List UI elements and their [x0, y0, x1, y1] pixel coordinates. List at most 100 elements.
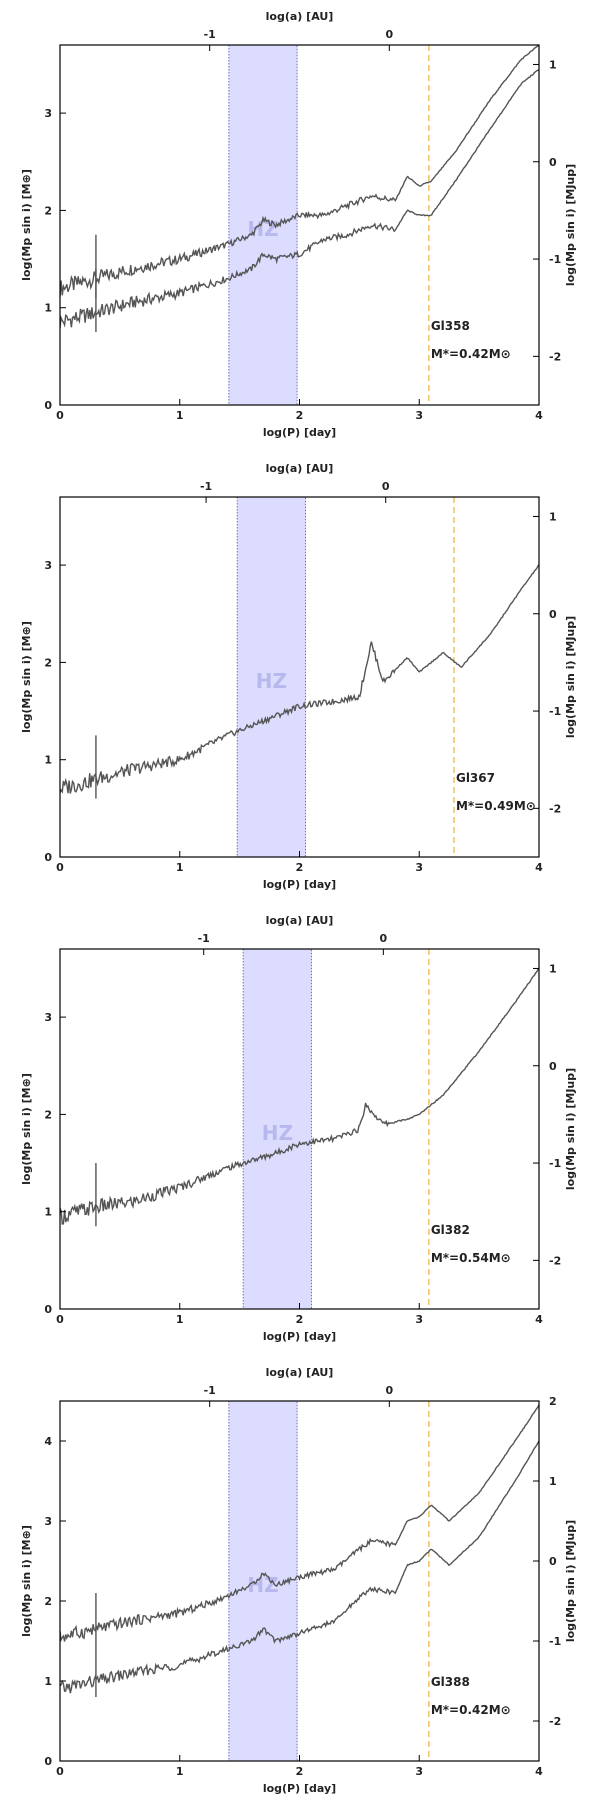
chart-panel-gl388: HZ 0 1 2 3 4 log(P) [day] 0 1 2 3 4 log(Mp sin i) [M…: [0, 1356, 600, 1806]
y-tick-label: 1: [44, 1675, 52, 1688]
top-tick-label: 0: [379, 932, 387, 945]
top-axis-label: log(a) [AU]: [266, 914, 334, 927]
x-tick-label: 1: [176, 861, 184, 874]
right-tick-label: -1: [549, 1635, 561, 1648]
x-tick-label: 3: [415, 1765, 423, 1778]
y-tick-label: 3: [44, 107, 52, 120]
stellar-mass-label: M*=0.42M⊙: [431, 1703, 511, 1717]
right-tick-label: -1: [549, 253, 561, 266]
right-tick-label: -2: [549, 802, 561, 815]
top-tick-label: -1: [204, 1384, 216, 1397]
right-tick-label: 1: [549, 1475, 557, 1488]
series-line-detection-threshold: [60, 1440, 539, 1694]
y-axis-label: log(Mp sin i) [M⊕]: [20, 1073, 33, 1185]
y-tick-label: 1: [44, 302, 52, 315]
y-tick-label: 2: [44, 1595, 52, 1608]
y-axis-label: log(Mp sin i) [M⊕]: [20, 1525, 33, 1637]
x-tick-label: 2: [296, 861, 304, 874]
x-tick-label: 0: [56, 1313, 64, 1326]
x-tick-label: 1: [176, 1313, 184, 1326]
x-tick-label: 0: [56, 1765, 64, 1778]
x-tick-label: 2: [296, 1313, 304, 1326]
x-tick-label: 0: [56, 861, 64, 874]
x-tick-label: 2: [296, 409, 304, 422]
star-name: Gl367: [456, 771, 495, 785]
x-axis-label: log(P) [day]: [263, 426, 336, 439]
right-tick-label: 0: [549, 608, 557, 621]
top-axis-label: log(a) [AU]: [266, 1366, 334, 1379]
chart-panel-gl367: HZ 0 1 2 3 4 log(P) [day] 0 1 2 3 log(Mp sin i) [M⊕…: [0, 452, 600, 902]
right-tick-label: -1: [549, 1157, 561, 1170]
y-tick-label: 4: [44, 1435, 52, 1448]
series-line-detection-threshold: [60, 967, 539, 1225]
y-tick-label: 2: [44, 656, 52, 669]
right-tick-label: 1: [549, 510, 557, 523]
star-name: Gl388: [431, 1675, 470, 1689]
y-tick-label: 1: [44, 1206, 52, 1219]
top-tick-label: -1: [200, 480, 212, 493]
top-axis-label: log(a) [AU]: [266, 10, 334, 23]
hz-label: HZ: [247, 1573, 278, 1597]
x-tick-label: 3: [415, 861, 423, 874]
y-tick-label: 0: [44, 851, 52, 864]
x-tick-label: 2: [296, 1765, 304, 1778]
right-tick-label: -1: [549, 705, 561, 718]
series-line-upper-limit: [60, 1404, 539, 1642]
x-tick-label: 1: [176, 409, 184, 422]
hz-label: HZ: [256, 669, 287, 693]
right-tick-label: -2: [549, 1254, 561, 1267]
right-tick-label: 1: [549, 962, 557, 975]
y-axis-label: log(Mp sin i) [M⊕]: [20, 621, 33, 733]
top-tick-label: -1: [198, 932, 210, 945]
y-tick-label: 2: [44, 204, 52, 217]
x-tick-label: 4: [535, 1313, 543, 1326]
right-tick-label: 0: [549, 1555, 557, 1568]
right-tick-label: -2: [549, 350, 561, 363]
x-tick-label: 3: [415, 1313, 423, 1326]
stellar-mass-label: M*=0.49M⊙: [456, 799, 536, 813]
right-axis-label: log(Mp sin i) [MJup]: [564, 164, 577, 286]
series-line-detection-threshold: [60, 564, 539, 794]
series-line-detection-threshold: [60, 69, 539, 328]
right-tick-label: 0: [549, 156, 557, 169]
top-tick-label: -1: [204, 28, 216, 41]
chart-panel-gl358: HZ 0 1 2 3 4 log(P) [day] 0 1 2 3 log(Mp sin i) [M⊕…: [0, 0, 600, 450]
right-tick-label: 2: [549, 1395, 557, 1408]
top-axis-label: log(a) [AU]: [266, 462, 334, 475]
x-tick-label: 4: [535, 861, 543, 874]
x-tick-label: 3: [415, 409, 423, 422]
top-tick-label: 0: [382, 480, 390, 493]
right-axis-label: log(Mp sin i) [MJup]: [564, 616, 577, 738]
x-tick-label: 4: [535, 1765, 543, 1778]
top-tick-label: 0: [385, 1384, 393, 1397]
y-tick-label: 3: [44, 1515, 52, 1528]
chart-svg: HZ 0 1 2 3 4 log(P) [day] 0 1 2 3 log(Mp sin i) [M⊕…: [20, 914, 577, 1343]
chart-svg: HZ 0 1 2 3 4 log(P) [day] 0 1 2 3 log(Mp sin i) [M⊕…: [20, 462, 577, 891]
y-tick-label: 2: [44, 1108, 52, 1121]
y-tick-label: 0: [44, 399, 52, 412]
stellar-mass-label: M*=0.42M⊙: [431, 347, 511, 361]
chart-svg: HZ 0 1 2 3 4 log(P) [day] 0 1 2 3 4 log(Mp sin i) [M…: [20, 1366, 577, 1795]
x-axis-label: log(P) [day]: [263, 878, 336, 891]
top-tick-label: 0: [385, 28, 393, 41]
hz-label: HZ: [262, 1121, 293, 1145]
y-tick-label: 1: [44, 754, 52, 767]
x-tick-label: 1: [176, 1765, 184, 1778]
right-tick-label: 0: [549, 1060, 557, 1073]
y-tick-label: 0: [44, 1755, 52, 1768]
stellar-mass-label: M*=0.54M⊙: [431, 1251, 511, 1265]
star-name: Gl358: [431, 319, 470, 333]
habitable-zone-band: [228, 44, 298, 406]
y-axis-label: log(Mp sin i) [M⊕]: [20, 169, 33, 281]
chart-panel-gl382: HZ 0 1 2 3 4 log(P) [day] 0 1 2 3 log(Mp sin i) [M⊕…: [0, 904, 600, 1354]
y-tick-label: 3: [44, 559, 52, 572]
right-tick-label: 1: [549, 58, 557, 71]
x-axis-label: log(P) [day]: [263, 1330, 336, 1343]
x-tick-label: 0: [56, 409, 64, 422]
right-axis-label: log(Mp sin i) [MJup]: [564, 1520, 577, 1642]
y-tick-label: 3: [44, 1011, 52, 1024]
x-axis-label: log(P) [day]: [263, 1782, 336, 1795]
star-name: Gl382: [431, 1223, 470, 1237]
y-tick-label: 0: [44, 1303, 52, 1316]
